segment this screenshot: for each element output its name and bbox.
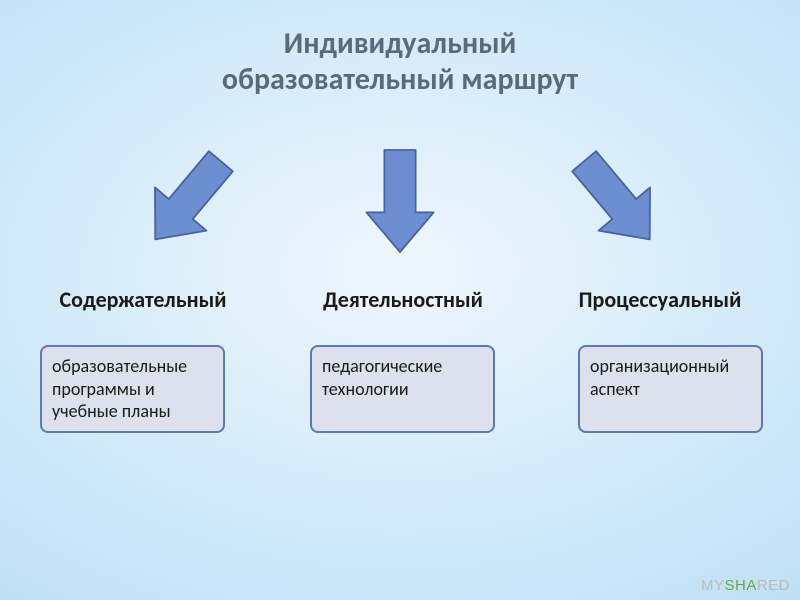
title-line-1: Индивидуальный bbox=[0, 26, 800, 62]
title-line-2: образовательный маршрут bbox=[0, 62, 800, 98]
arrow-left bbox=[130, 138, 250, 258]
arrow-right bbox=[555, 138, 675, 258]
watermark-prefix: MY bbox=[701, 577, 725, 594]
detail-box-content: образовательные программы и учебные план… bbox=[40, 345, 225, 433]
category-label-activity: Деятельностный bbox=[288, 286, 518, 313]
detail-box-process: организационный аспект bbox=[578, 345, 763, 433]
arrow-center bbox=[340, 138, 460, 258]
category-label-process: Процессуальный bbox=[545, 286, 775, 313]
category-label-content: Содержательный bbox=[28, 286, 258, 313]
watermark: MYSHARED bbox=[701, 577, 790, 594]
slide-title: Индивидуальный образовательный маршрут bbox=[0, 26, 800, 98]
watermark-green: SHA bbox=[724, 577, 756, 594]
slide-root: Индивидуальный образовательный маршрут С… bbox=[0, 0, 800, 600]
detail-box-activity: педагогические технологии bbox=[310, 345, 495, 433]
watermark-suffix: RED bbox=[757, 577, 790, 594]
